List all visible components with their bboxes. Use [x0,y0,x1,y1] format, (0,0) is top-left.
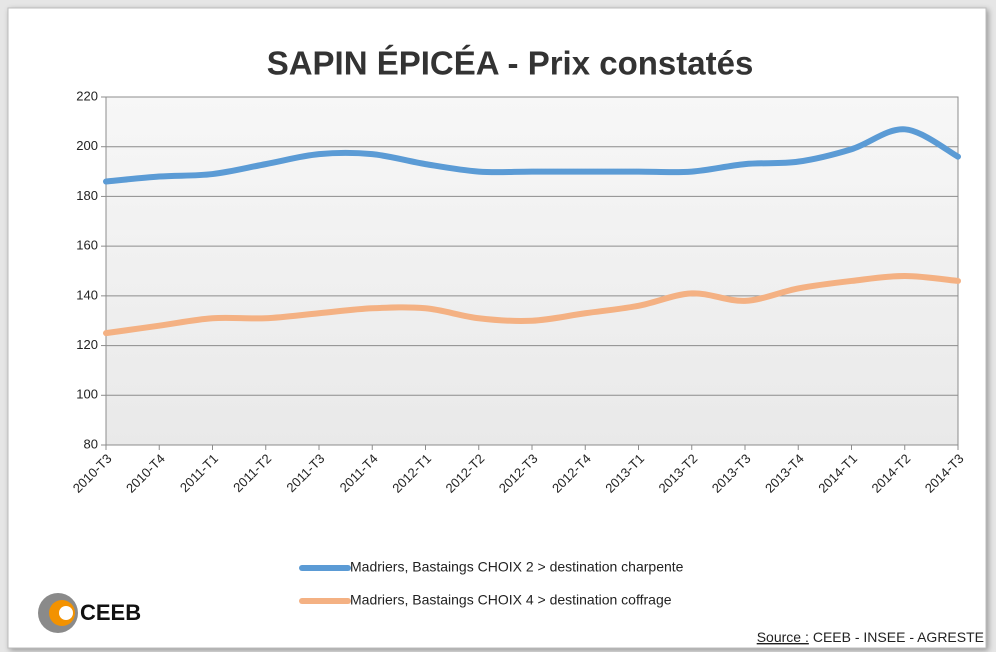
logo-ring [59,606,73,620]
y-tick-label: 100 [76,387,98,402]
series-line [103,126,961,185]
y-tick-label: 160 [76,238,98,253]
logo-text: CEEB [80,600,141,625]
source-label: Source : [757,629,809,645]
logo: CEEB [38,593,141,633]
chart-title: SAPIN ÉPICÉA - Prix constatés [267,45,754,82]
y-tick-label: 200 [76,138,98,153]
source-text: CEEB - INSEE - AGRESTE [813,629,984,645]
y-tick-label: 140 [76,287,98,302]
y-tick-label: 220 [76,88,98,103]
source: Source : CEEB - INSEE - AGRESTE [757,629,984,645]
legend-label: Madriers, Bastaings CHOIX 4 > destinatio… [350,592,672,608]
y-tick-label: 80 [84,436,98,451]
y-tick-label: 180 [76,188,98,203]
legend-label: Madriers, Bastaings CHOIX 2 > destinatio… [350,559,684,575]
plot-area [105,96,959,446]
series-line [103,272,961,337]
y-tick-label: 120 [76,337,98,352]
